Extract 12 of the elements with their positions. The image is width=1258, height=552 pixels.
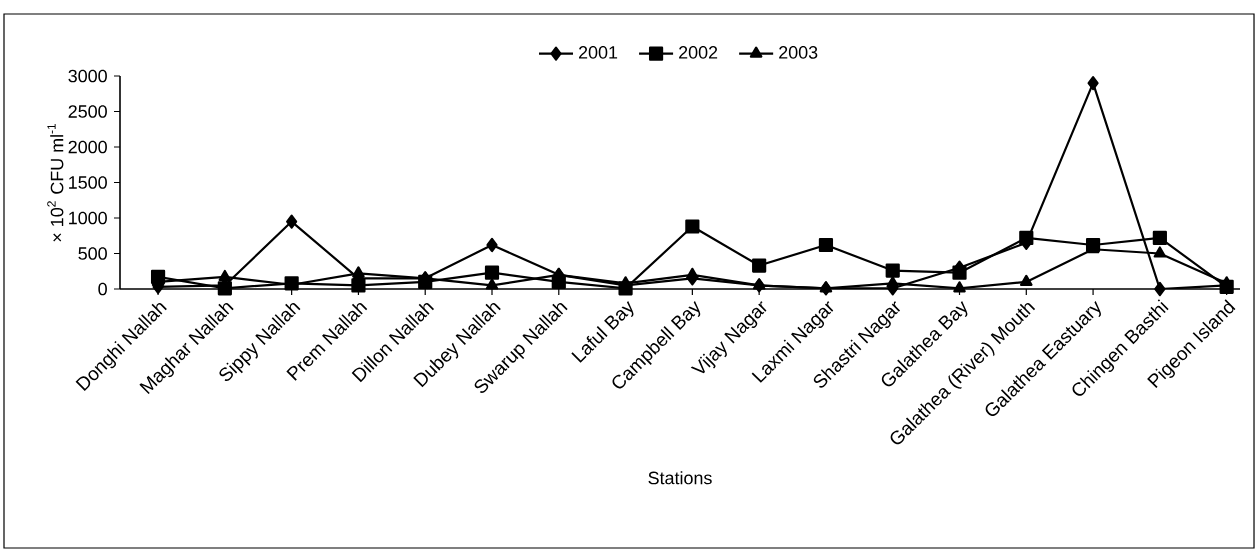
y-tick-label: 500 bbox=[78, 247, 107, 260]
legend-label: 2003 bbox=[779, 46, 818, 59]
legend-label: 2002 bbox=[679, 46, 718, 59]
y-tick-label: 3000 bbox=[68, 69, 107, 83]
y-tick-label: 0 bbox=[98, 282, 107, 296]
y-axis-title: × 10$^{2}$ CFU ml$^{-1}$ bbox=[47, 123, 64, 242]
y-tick-label: 1000 bbox=[69, 211, 107, 225]
y-tick-label: 2500 bbox=[68, 105, 107, 118]
y-tick-label: 2000 bbox=[68, 140, 107, 154]
legend-label: 2001 bbox=[579, 46, 618, 59]
x-axis-title: Stations bbox=[648, 471, 712, 485]
y-tick-label: 1500 bbox=[69, 176, 107, 189]
